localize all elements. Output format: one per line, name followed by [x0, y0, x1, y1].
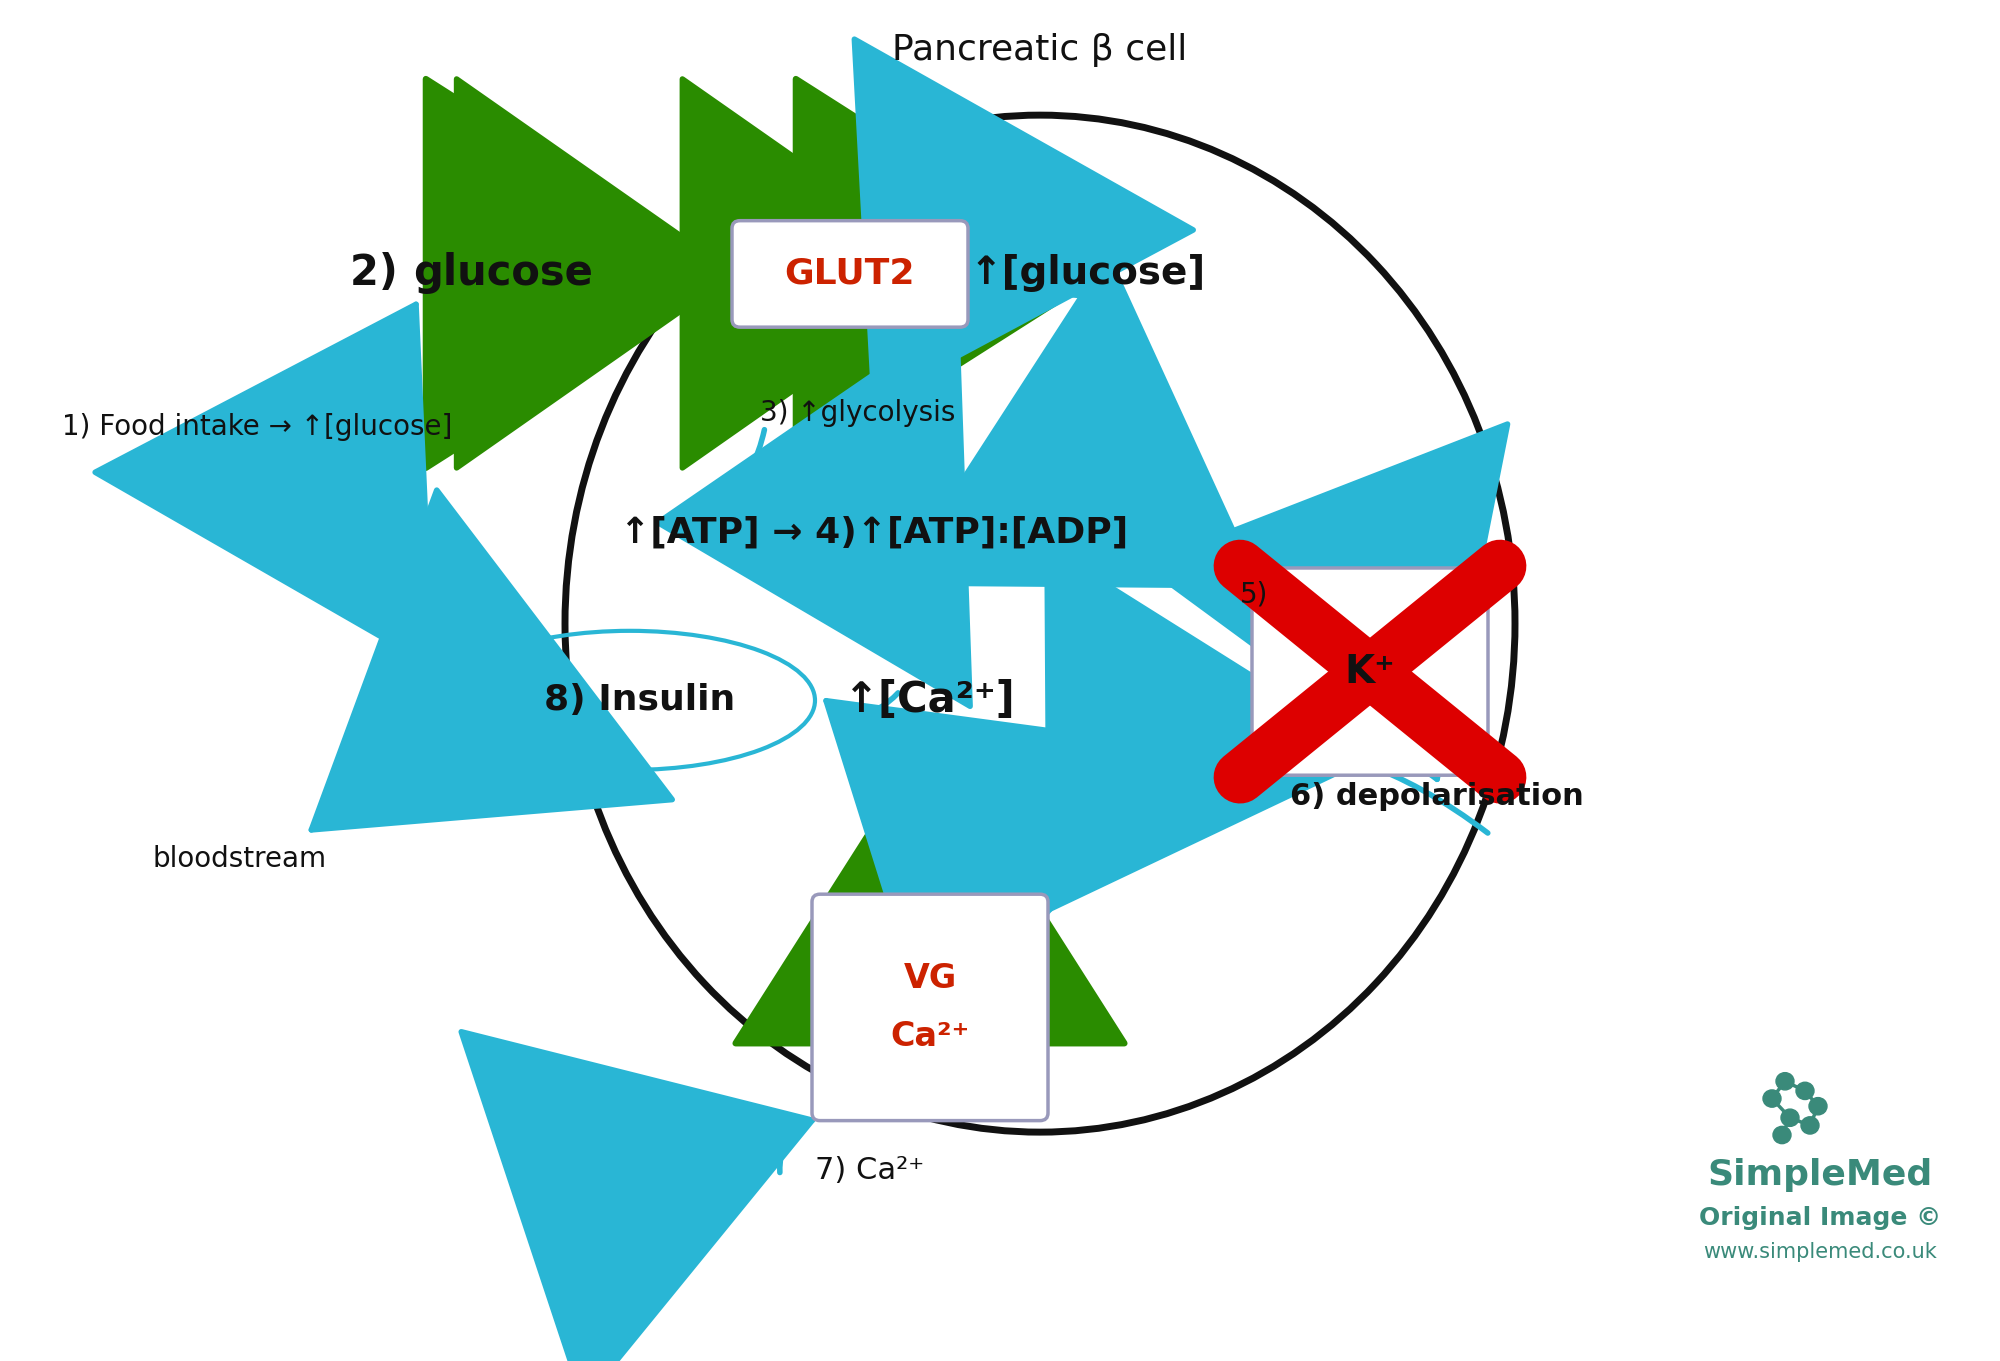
Circle shape — [1796, 1082, 1814, 1100]
Text: ↑[ATP] → 4)↑[ATP]:[ADP]: ↑[ATP] → 4)↑[ATP]:[ADP] — [620, 516, 1128, 550]
Text: 8) Insulin: 8) Insulin — [544, 683, 736, 717]
Circle shape — [1800, 1117, 1820, 1134]
Text: ↑[glucose]: ↑[glucose] — [970, 255, 1206, 293]
Circle shape — [1808, 1097, 1828, 1115]
Text: 3) ↑glycolysis: 3) ↑glycolysis — [760, 399, 956, 426]
FancyBboxPatch shape — [812, 894, 1048, 1120]
Circle shape — [1774, 1127, 1792, 1143]
Text: VG: VG — [904, 962, 956, 995]
Circle shape — [1776, 1072, 1794, 1090]
Text: GLUT2: GLUT2 — [784, 256, 916, 290]
Text: 2): 2) — [350, 252, 412, 294]
Text: Pancreatic β cell: Pancreatic β cell — [892, 33, 1188, 67]
Text: www.simplemed.co.uk: www.simplemed.co.uk — [1704, 1243, 1936, 1262]
Text: 6) depolarisation: 6) depolarisation — [1290, 781, 1584, 811]
Text: Original Image ©: Original Image © — [1698, 1206, 1942, 1230]
Text: bloodstream: bloodstream — [152, 845, 328, 872]
Text: Ca²⁺: Ca²⁺ — [890, 1019, 970, 1052]
Text: SimpleMed: SimpleMed — [1708, 1158, 1932, 1192]
Text: 7) Ca²⁺: 7) Ca²⁺ — [816, 1155, 924, 1185]
Text: 5): 5) — [1240, 581, 1268, 608]
Text: 1) Food intake → ↑[glucose]: 1) Food intake → ↑[glucose] — [62, 412, 452, 441]
Text: K⁺: K⁺ — [1344, 653, 1396, 690]
Circle shape — [1764, 1090, 1782, 1108]
FancyBboxPatch shape — [732, 220, 968, 327]
Circle shape — [1782, 1109, 1800, 1127]
FancyBboxPatch shape — [1252, 568, 1488, 776]
Text: ↑[Ca²⁺]: ↑[Ca²⁺] — [844, 679, 1016, 721]
Text: glucose: glucose — [414, 252, 592, 294]
